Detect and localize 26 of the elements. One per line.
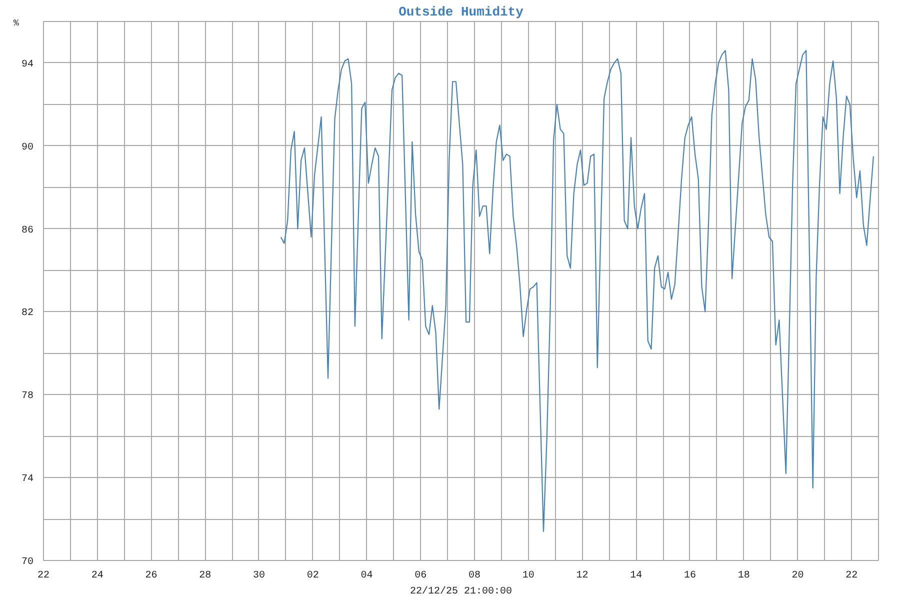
x-tick-label: 22 [38,570,50,582]
y-tick-label: 70 [22,557,34,568]
x-tick-label: 04 [360,570,373,582]
x-tick-label: 16 [684,570,696,582]
x-tick-label: 20 [792,570,804,582]
x-tick-label: 28 [199,570,212,582]
y-tick-label: 82 [22,308,34,320]
y-tick-label: 74 [22,474,34,486]
y-tick-label: 94 [22,59,34,70]
y-tick-label: 78 [22,391,34,402]
x-tick-label: 02 [306,570,319,582]
x-tick-label: 18 [738,570,750,582]
chart-title: Outside Humidity [398,4,524,20]
x-tick-label: 26 [145,570,158,582]
x-tick-label: 10 [522,570,534,582]
x-tick-label: 24 [91,570,104,582]
x-tick-label: 12 [576,570,588,582]
x-tick-label: 14 [630,570,642,582]
x-tick-label: 06 [414,570,427,582]
x-axis-title: 22/12/25 21:00:00 [410,586,512,598]
y-tick-label: 90 [22,142,34,154]
x-tick-label: 08 [468,570,480,582]
x-tick-label: 30 [252,570,265,582]
y-tick-label: 86 [22,225,34,236]
x-tick-label: 22 [846,570,858,582]
y-axis-title: % [14,18,20,28]
